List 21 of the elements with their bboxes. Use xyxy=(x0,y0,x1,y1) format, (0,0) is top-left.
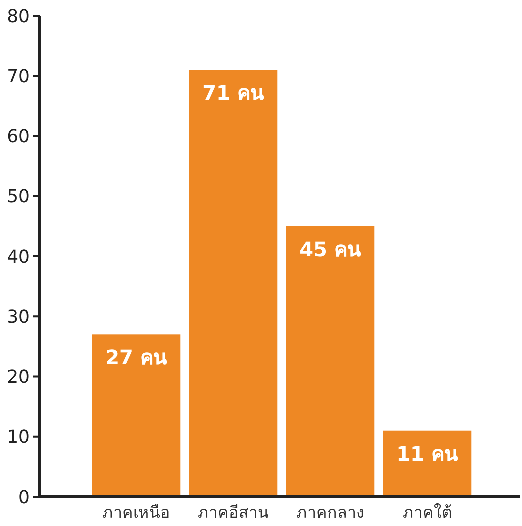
data-label: 71 คน xyxy=(202,81,264,106)
data-label: 45 คน xyxy=(300,237,362,262)
x-tick-label: ภาคเหนือ xyxy=(102,503,170,522)
bar xyxy=(92,334,181,497)
bar xyxy=(383,430,472,497)
y-tick-label: 10 xyxy=(7,427,30,448)
x-tick-label: ภาคอีสาน xyxy=(198,503,269,522)
y-tick-label: 30 xyxy=(7,306,30,328)
y-tick-label: 70 xyxy=(7,66,30,88)
bar xyxy=(189,70,278,497)
bar xyxy=(286,226,375,497)
y-tick-label: 0 xyxy=(18,487,30,508)
y-tick-label: 50 xyxy=(7,186,30,208)
y-tick-label: 80 xyxy=(7,6,30,28)
y-tick-label: 60 xyxy=(7,126,30,148)
data-label: 27 คน xyxy=(106,346,168,370)
y-tick-label: 20 xyxy=(7,367,30,388)
x-tick-label: ภาคใต้ xyxy=(403,503,452,522)
x-tick-label: ภาคกลาง xyxy=(296,503,364,522)
y-tick-label: 40 xyxy=(7,246,30,268)
data-label: 11 คน xyxy=(396,442,458,466)
